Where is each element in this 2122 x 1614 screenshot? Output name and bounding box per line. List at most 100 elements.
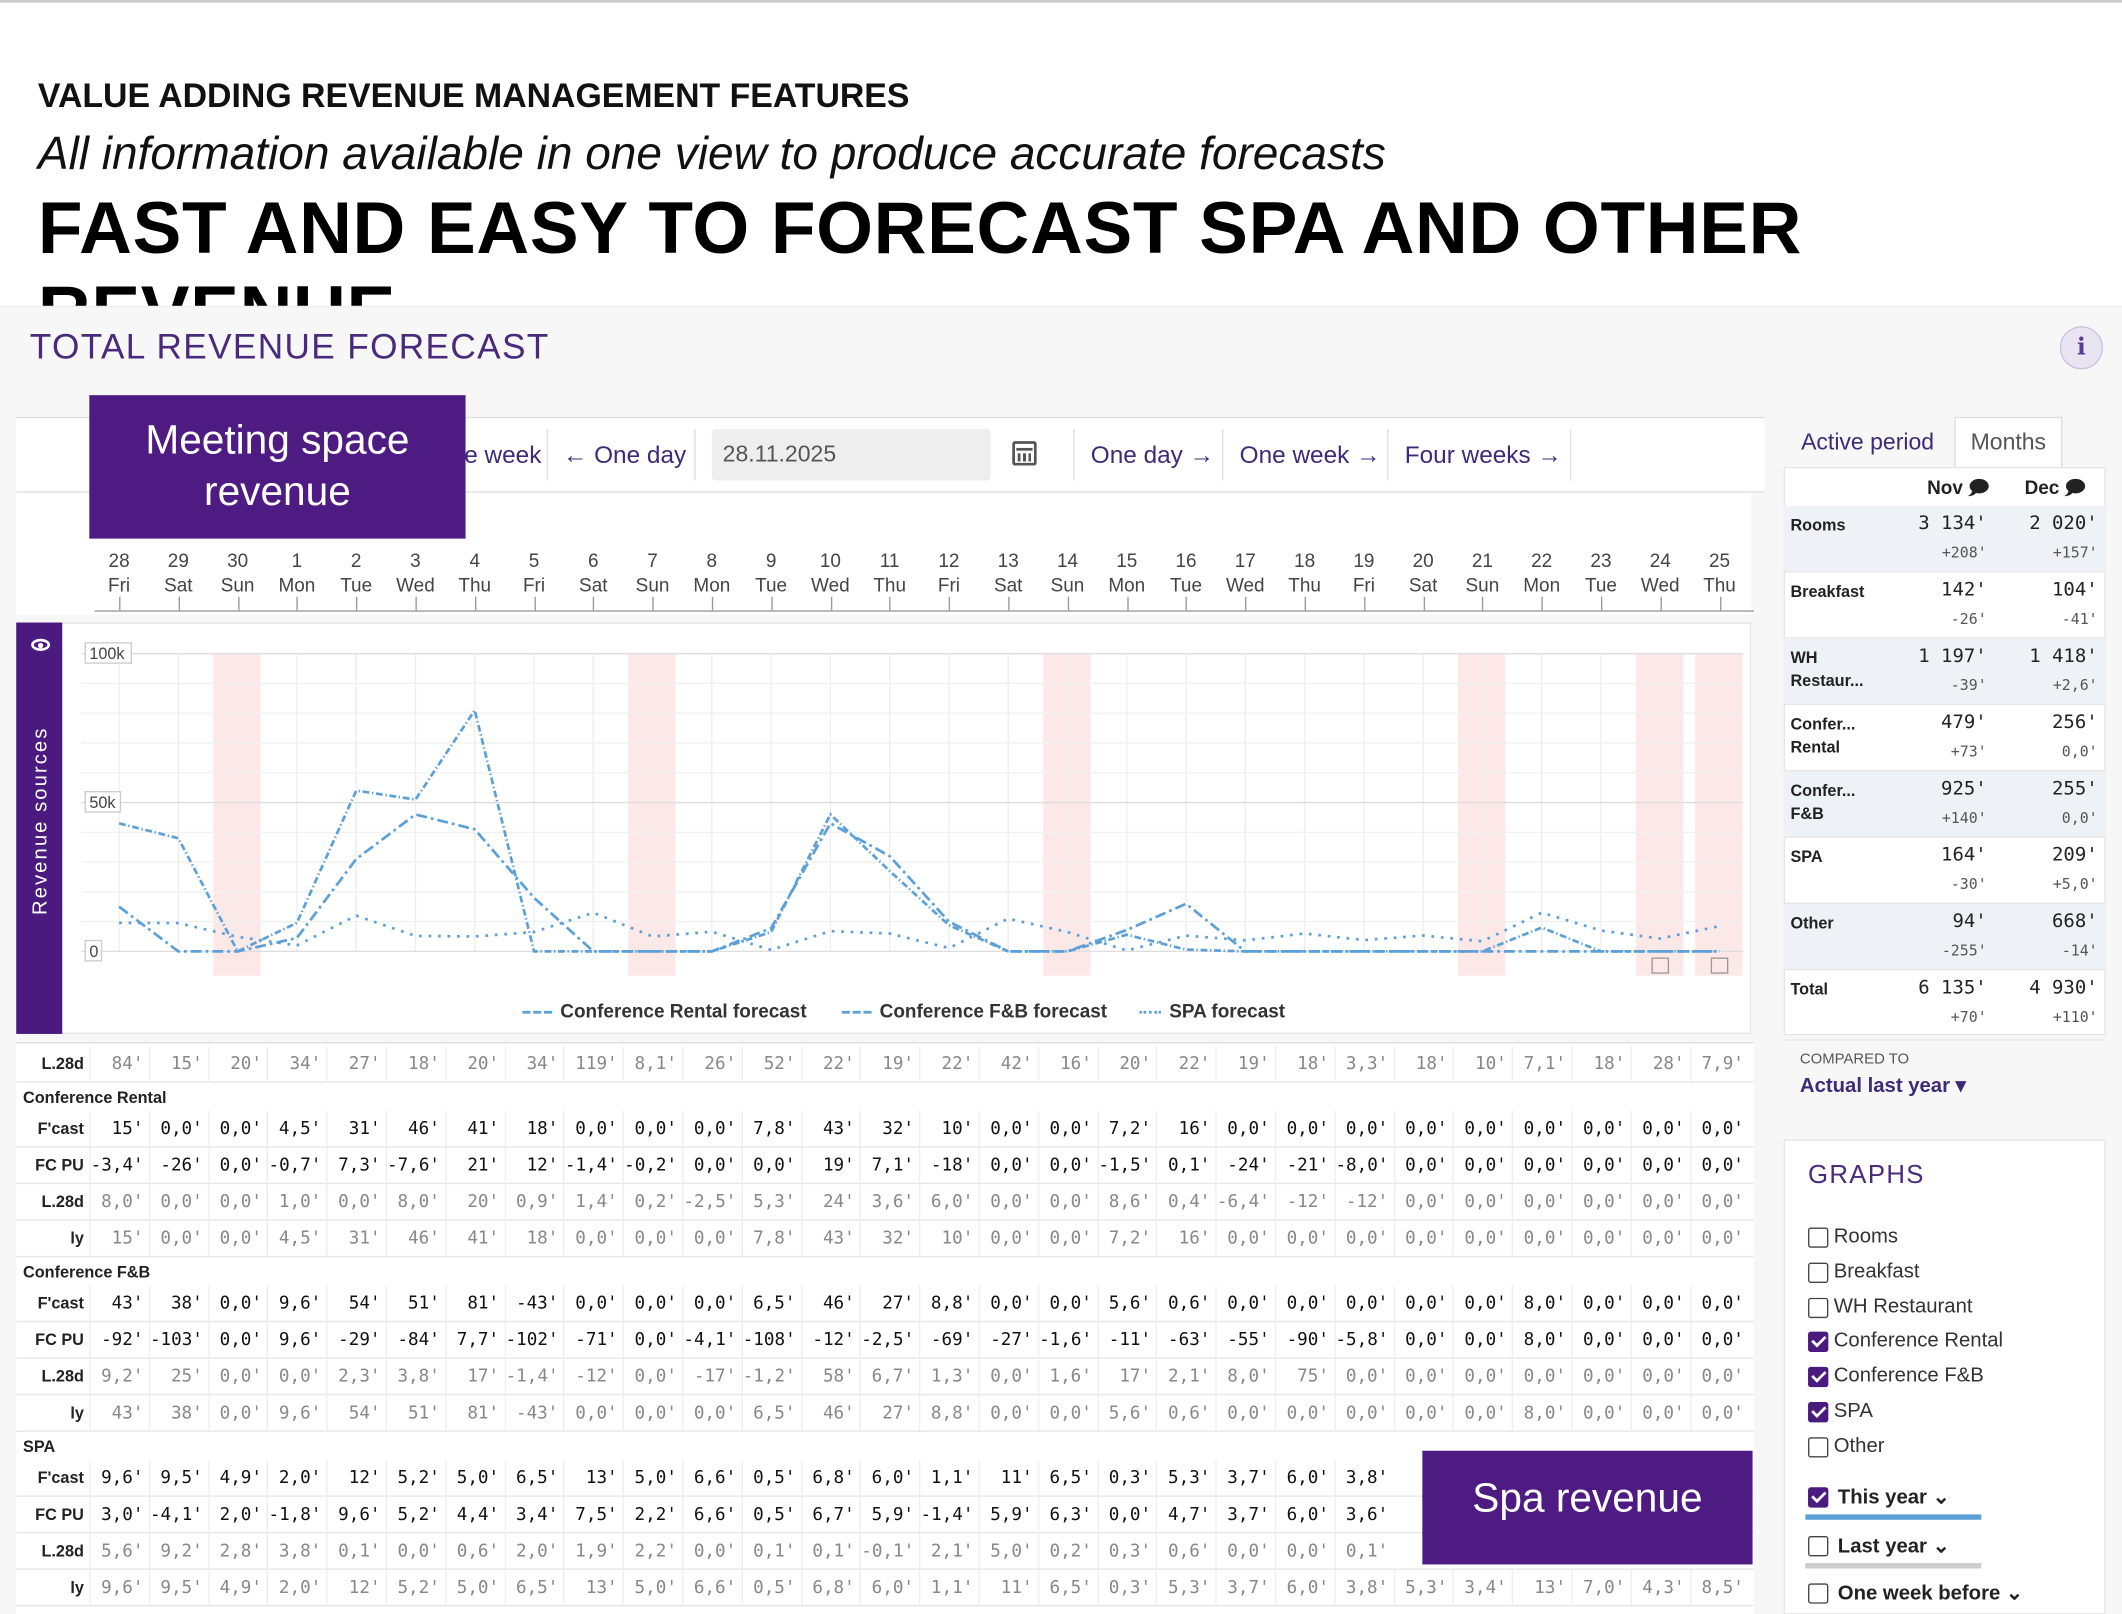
table-cell[interactable]: 43' — [89, 1285, 147, 1323]
table-cell[interactable]: 0,0' — [1630, 1322, 1688, 1359]
table-cell[interactable]: 0,0' — [1452, 1184, 1511, 1221]
checkbox-label[interactable]: SPA — [1833, 1399, 1873, 1423]
table-cell[interactable]: -1,4' — [563, 1147, 622, 1185]
table-cell[interactable]: 9,6' — [267, 1285, 325, 1323]
table-cell[interactable]: 38' — [148, 1285, 207, 1323]
table-cell[interactable]: 2,2' — [622, 1533, 681, 1570]
table-cell[interactable]: 17' — [444, 1358, 503, 1396]
date-column[interactable]: 18 Thu — [1275, 548, 1335, 597]
checkbox-label[interactable]: Breakfast — [1833, 1259, 1920, 1283]
table-cell[interactable]: 0,4' — [1156, 1184, 1214, 1221]
table-cell[interactable]: 5,0' — [444, 1460, 503, 1497]
table-cell[interactable]: 4,9' — [207, 1569, 266, 1607]
table-cell[interactable]: 22' — [919, 1046, 977, 1083]
comment-icon[interactable]: 🗩 — [2064, 476, 2086, 499]
table-cell[interactable]: 0,0' — [1393, 1395, 1451, 1432]
table-cell[interactable]: 0,0' — [1571, 1184, 1629, 1221]
table-cell[interactable]: 8,0' — [89, 1184, 147, 1221]
table-cell[interactable]: 5,6' — [1096, 1285, 1155, 1323]
table-cell[interactable]: 0,0' — [1215, 1111, 1274, 1148]
table-cell[interactable]: 16' — [1156, 1111, 1214, 1148]
table-cell[interactable]: 46' — [800, 1285, 859, 1323]
table-cell[interactable]: -1,2' — [741, 1358, 799, 1396]
table-cell[interactable]: 0,0' — [1630, 1184, 1688, 1221]
table-cell[interactable]: 6,0' — [919, 1184, 977, 1221]
month-value[interactable]: 209' — [2052, 844, 2098, 867]
info-icon[interactable]: i — [2059, 326, 2104, 370]
table-cell[interactable]: -5,8' — [1334, 1322, 1392, 1359]
table-cell[interactable]: 43' — [89, 1395, 147, 1432]
table-cell[interactable]: 0,2' — [1037, 1533, 1096, 1570]
table-cell[interactable]: -1,6' — [1037, 1322, 1096, 1359]
date-column[interactable]: 10 Wed — [801, 548, 861, 597]
table-cell[interactable]: 8,5' — [1689, 1569, 1748, 1607]
table-cell[interactable]: 0,0' — [1689, 1220, 1748, 1258]
month-value[interactable]: 164' — [1941, 844, 1987, 867]
table-cell[interactable]: 6,5' — [1037, 1569, 1096, 1607]
table-cell[interactable]: 1,4' — [563, 1184, 622, 1221]
legend-spa[interactable]: SPA forecast — [1139, 1000, 1285, 1022]
table-cell[interactable]: 2,0' — [504, 1533, 562, 1570]
table-cell[interactable]: 5,9' — [859, 1496, 918, 1534]
checkbox-label[interactable]: Rooms — [1833, 1224, 1899, 1248]
period-checkbox[interactable] — [1808, 1536, 1829, 1557]
one-day-back-button[interactable]: ← One day — [562, 441, 687, 469]
checkbox-breakfast[interactable] — [1808, 1262, 1829, 1283]
table-cell[interactable]: 0,0' — [741, 1147, 799, 1185]
table-cell[interactable]: 18' — [1571, 1046, 1629, 1083]
checkbox-label[interactable]: Other — [1833, 1434, 1885, 1458]
table-cell[interactable]: 0,0' — [1274, 1220, 1333, 1258]
table-cell[interactable]: 2,1' — [1156, 1358, 1214, 1396]
period-checkbox[interactable] — [1808, 1487, 1829, 1508]
table-cell[interactable]: 6,5' — [504, 1460, 562, 1497]
table-cell[interactable]: 81' — [444, 1395, 503, 1432]
table-cell[interactable]: 7,0' — [1571, 1569, 1629, 1607]
table-cell[interactable]: 0,0' — [682, 1533, 740, 1570]
calendar-icon[interactable] — [1012, 441, 1037, 466]
table-cell[interactable]: 54' — [326, 1395, 384, 1432]
table-cell[interactable]: 5,6' — [89, 1533, 147, 1570]
table-cell[interactable]: 17' — [1096, 1358, 1155, 1396]
table-cell[interactable]: 0,0' — [978, 1147, 1036, 1185]
table-cell[interactable]: 19' — [859, 1046, 918, 1083]
table-cell[interactable]: 5,0' — [444, 1569, 503, 1607]
date-column[interactable]: 13 Sat — [978, 548, 1038, 597]
table-cell[interactable]: 0,0' — [622, 1358, 681, 1396]
table-cell[interactable]: 22' — [1156, 1046, 1214, 1083]
table-cell[interactable]: 0,0' — [1689, 1111, 1748, 1148]
table-cell[interactable]: 13' — [563, 1569, 622, 1607]
table-cell[interactable]: 1,0' — [267, 1184, 325, 1221]
month-value[interactable]: 1 418' — [2029, 645, 2098, 668]
table-cell[interactable]: 0,0' — [1393, 1220, 1451, 1258]
table-cell[interactable]: 3,0' — [89, 1496, 147, 1534]
table-cell[interactable]: 7,8' — [741, 1111, 799, 1148]
table-cell[interactable]: 0,1' — [800, 1533, 859, 1570]
table-cell[interactable]: 5,2' — [385, 1569, 444, 1607]
table-cell[interactable]: 2,0' — [207, 1496, 266, 1534]
legend-conference-rental[interactable]: Conference Rental forecast — [522, 1000, 807, 1022]
revenue-sources-tab[interactable]: Revenue sources — [16, 622, 63, 1034]
table-cell[interactable]: 3,8' — [385, 1358, 444, 1396]
month-value[interactable]: 255' — [2052, 778, 2098, 800]
table-cell[interactable]: 0,0' — [1037, 1184, 1096, 1221]
table-cell[interactable]: 0,0' — [1571, 1395, 1629, 1432]
table-cell[interactable]: 0,0' — [207, 1395, 266, 1432]
table-cell[interactable]: 0,0' — [978, 1111, 1036, 1148]
table-cell[interactable]: 0,0' — [207, 1285, 266, 1323]
table-cell[interactable]: 6,5' — [1037, 1460, 1096, 1497]
table-cell[interactable]: 0,0' — [1571, 1285, 1629, 1323]
table-cell[interactable]: 3,3' — [1334, 1046, 1392, 1083]
table-cell[interactable]: 0,0' — [1215, 1533, 1274, 1570]
table-cell[interactable]: 4,9' — [207, 1460, 266, 1497]
table-cell[interactable]: 15' — [89, 1220, 147, 1258]
one-week-forward-button[interactable]: One week → — [1239, 441, 1381, 469]
month-header-nov[interactable]: Nov 🗩 — [1927, 474, 1989, 506]
table-cell[interactable]: 0,0' — [1274, 1111, 1333, 1148]
table-cell[interactable]: 18' — [504, 1111, 562, 1148]
month-value[interactable]: 142' — [1941, 579, 1987, 601]
table-cell[interactable]: 0,0' — [622, 1322, 681, 1359]
table-cell[interactable]: -8,0' — [1334, 1147, 1392, 1185]
table-cell[interactable]: 8,8' — [919, 1395, 977, 1432]
table-cell[interactable]: -4,1' — [682, 1322, 740, 1359]
table-cell[interactable]: -0,1' — [859, 1533, 918, 1570]
